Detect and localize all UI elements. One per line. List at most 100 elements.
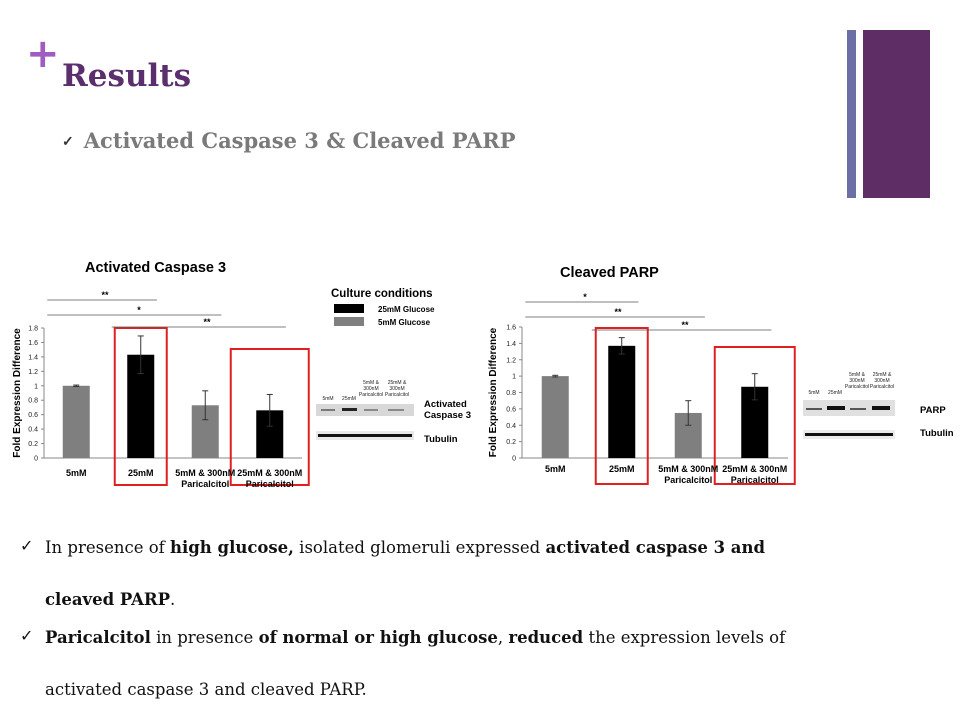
bar [541, 376, 569, 458]
blot-row-label: Tubulin [920, 428, 954, 439]
significance-label: * [137, 305, 141, 315]
blot-row-label: Tubulin [424, 434, 458, 445]
legend-swatch-5mm [334, 317, 364, 326]
blot-band [872, 406, 890, 410]
x-tick-label: 25mM & 300nM Paricalcitol [237, 468, 302, 489]
caspase3-western-blot: 5mM 25mM 5mM & 300nM Paricalcitol 25mM & 30… [316, 380, 471, 445]
bullet-1-line-1: In presence of high glucose, isolated gl… [45, 538, 765, 557]
chart-title: Activated Caspase 3 [85, 260, 226, 276]
blot-lane-label: 25mM [828, 390, 842, 396]
y-tick-label: 0.8 [506, 390, 516, 397]
blot-band [806, 408, 822, 410]
y-tick-label: 0.4 [28, 427, 38, 434]
blot-band [827, 406, 845, 410]
plus-icon: + [26, 31, 60, 77]
bullet-1-line-2: cleaved PARP. [45, 590, 175, 609]
y-tick-label: 0 [512, 456, 516, 463]
y-tick-label: 0.4 [506, 423, 516, 430]
bullet-text: . [170, 590, 176, 609]
bullet-text-bold: reduced [508, 628, 584, 647]
bullet-2-line-2: activated caspase 3 and cleaved PARP. [45, 680, 367, 699]
x-tick-label: 25mM [609, 464, 635, 474]
y-tick-label: 1.2 [506, 357, 516, 364]
blot-lane-label: 25mM & 300nM Paricalcitol [385, 380, 409, 398]
legend-label-5mm: 5mM Glucose [378, 318, 431, 327]
blot-lane-label: 5mM [808, 390, 819, 396]
y-tick-label: 1.4 [506, 341, 516, 348]
highlight-box [113, 327, 168, 486]
blot-row-label: Activated [424, 399, 467, 410]
y-tick-label: 0.2 [506, 439, 516, 446]
x-tick-label: 25mM [128, 468, 154, 478]
bullet-text: , [497, 628, 509, 647]
blot-band [388, 409, 404, 411]
blot-lane-label: 5mM [322, 396, 333, 402]
highlight-box [594, 327, 649, 485]
y-tick-label: 0.2 [28, 441, 38, 448]
highlight-box [229, 348, 310, 486]
slide-title: Results [62, 58, 192, 94]
parp-western-blot: 5mM 25mM 5mM & 300nM Paricalcitol 25mM & 30… [803, 372, 954, 439]
y-axis-label: Fold Expression Difference [12, 328, 23, 458]
parp-chart: Cleaved PARP Fold Expression Difference 0 0… [488, 265, 796, 485]
y-tick-label: 1.8 [28, 326, 38, 333]
decorative-bar-thin [847, 30, 856, 198]
y-tick-label: 0.8 [28, 398, 38, 405]
bullet-text-bold: activated caspase 3 and [545, 538, 766, 557]
significance-label: ** [681, 320, 689, 330]
y-tick-label: 1 [512, 374, 516, 381]
legend-swatch-25mm [334, 304, 364, 313]
y-tick-label: 1.6 [28, 340, 38, 347]
decorative-bar-thick [863, 30, 930, 198]
legend-title: Culture conditions [331, 288, 433, 300]
y-axis-label: Fold Expression Difference [488, 327, 499, 457]
caspase3-chart: Activated Caspase 3 Fold Expression Diffe… [12, 260, 310, 489]
blot-band [342, 408, 357, 411]
blot-lane-label: 25mM & 300nM Paricalcitol [870, 372, 894, 390]
significance-label: ** [203, 317, 211, 327]
significance-label: ** [101, 290, 109, 300]
y-tick-label: 1.6 [506, 325, 516, 332]
blot-membrane [803, 400, 895, 416]
blot-band [321, 409, 335, 411]
x-tick-label: 25mM & 300nM Paricalcitol [722, 464, 787, 485]
culture-conditions-legend: Culture conditions 25mM Glucose 5mM Gluc… [331, 288, 435, 327]
y-tick-label: 0.6 [28, 412, 38, 419]
blot-band [318, 434, 412, 437]
slide-subtitle: ✓ Activated Caspase 3 & Cleaved PARP [62, 128, 516, 153]
bullet-text: In presence of [45, 538, 170, 557]
blot-band [364, 409, 378, 411]
y-tick-label: 1.4 [28, 354, 38, 361]
bullet-2-line-1: Paricalcitol in presence of normal or hi… [45, 628, 785, 647]
y-tick-label: 1 [34, 383, 38, 390]
x-tick-label: 5mM [66, 468, 87, 478]
blot-row-label: PARP [920, 405, 946, 416]
blot-row-label: Caspase 3 [424, 410, 471, 421]
bullet-text-bold: of normal or high glucose [258, 628, 498, 647]
blot-band [805, 433, 893, 436]
bar [608, 345, 636, 458]
bullet-text: the expression levels of [583, 628, 786, 647]
legend-label-25mm: 25mM Glucose [378, 305, 435, 314]
check-icon: ✓ [62, 134, 74, 150]
x-tick-label: 5mM & 300nM Paricalcitol [658, 464, 718, 485]
bullet-text-bold: cleaved PARP [45, 590, 170, 609]
check-icon: ✓ [20, 626, 34, 645]
x-tick-label: 5mM [545, 464, 566, 474]
bar [62, 385, 90, 458]
bullet-text-bold: high glucose, [170, 538, 294, 557]
blot-band [850, 408, 866, 410]
check-icon: ✓ [20, 536, 34, 555]
highlight-box [713, 346, 796, 485]
bullet-text: isolated glomeruli expressed [293, 538, 546, 557]
significance-label: * [583, 292, 587, 302]
subtitle-text: Activated Caspase 3 & Cleaved PARP [83, 128, 516, 153]
bullet-text: activated caspase 3 and cleaved PARP. [45, 680, 367, 699]
bullet-text-bold: Paricalcitol [45, 628, 151, 647]
blot-lane-label: 25mM [342, 396, 356, 402]
y-tick-label: 1.2 [28, 369, 38, 376]
bullet-text: in presence [150, 628, 259, 647]
significance-label: ** [614, 307, 622, 317]
chart-title: Cleaved PARP [560, 265, 659, 281]
y-tick-label: 0 [34, 456, 38, 463]
